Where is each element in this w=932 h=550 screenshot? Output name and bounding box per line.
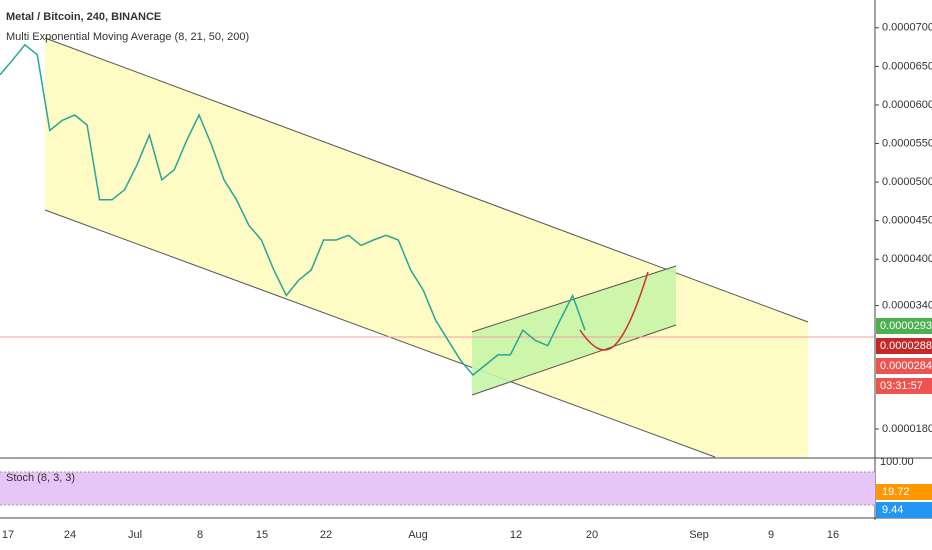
stoch-band [0, 472, 875, 505]
channel-line [44, 209, 716, 458]
x-tick-label: 20 [586, 529, 598, 541]
x-tick-label: Jul [128, 529, 142, 541]
x-tick-label: 15 [256, 529, 268, 541]
price-badge-label: 0.0000293 [880, 320, 932, 332]
indicator-label: Multi Exponential Moving Average (8, 21,… [6, 31, 249, 43]
x-tick-label: 16 [827, 529, 839, 541]
stoch-axis-label: 100.00 [880, 456, 914, 468]
price-badge [876, 358, 932, 374]
y-tick-label: 0.0000600 [882, 99, 932, 111]
price-badge-label: 0.0000288 [880, 340, 932, 352]
y-tick-label: 0.0000500 [882, 176, 932, 188]
y-tick-label: 0.0000450 [882, 215, 932, 227]
stoch-badge-label: 19.72 [882, 486, 910, 498]
x-tick-label: 9 [768, 529, 774, 541]
projection-curve [579, 271, 649, 351]
x-tick-label: 17 [2, 529, 14, 541]
x-tick-label: 8 [197, 529, 203, 541]
channel-fill [45, 38, 808, 457]
channel-fill [472, 266, 676, 395]
y-tick-label: 0.0000340 [882, 299, 932, 311]
x-tick-label: Aug [408, 529, 428, 541]
stoch-badge [876, 484, 932, 500]
price-badge [876, 378, 932, 394]
y-tick-label: 0.0000180 [882, 423, 932, 435]
y-tick-label: 0.0000550 [882, 137, 932, 149]
price-badge-label: 0.0000284 [880, 360, 932, 372]
price-line-series [0, 43, 586, 377]
y-tick-label: 0.0000400 [882, 253, 932, 265]
x-tick-label: Sep [689, 529, 709, 541]
plot [0, 43, 586, 377]
x-tick-label: 24 [64, 529, 76, 541]
stoch-badge [876, 502, 932, 518]
price-badge [876, 338, 932, 354]
x-tick-label: 12 [510, 529, 522, 541]
stoch-title: Stoch (8, 3, 3) [6, 472, 75, 484]
price-badge-label: 03:31:57 [880, 380, 923, 392]
y-tick-label: 0.0000700 [882, 22, 932, 34]
stoch-badge-label: 9.44 [882, 504, 903, 516]
chart-title: Metal / Bitcoin, 240, BINANCE [6, 11, 161, 23]
price-badge [876, 318, 932, 334]
y-tick-label: 0.0000650 [882, 60, 932, 72]
x-tick-label: 22 [320, 529, 332, 541]
channel-line [44, 37, 809, 323]
